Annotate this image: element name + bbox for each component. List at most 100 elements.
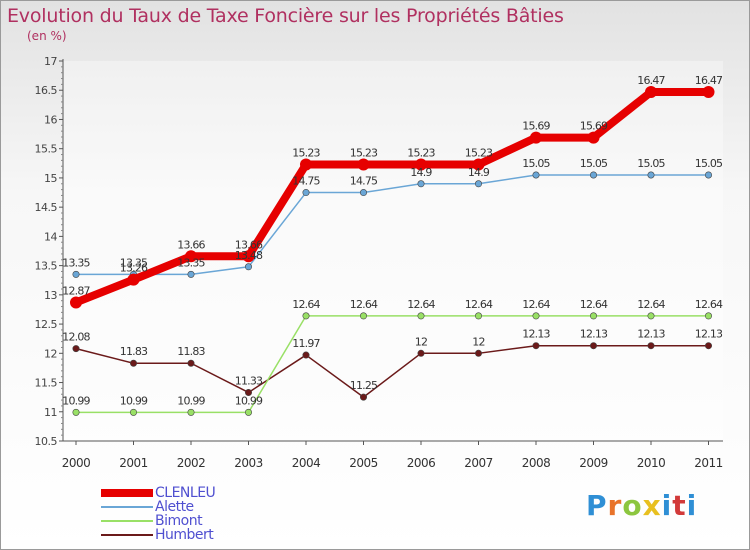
y-tick-label: 16.5: [35, 84, 58, 97]
data-label-clenleu: 12.87: [62, 284, 90, 297]
data-label-humbert: 12: [415, 335, 427, 348]
data-label-clenleu: 13.66: [177, 238, 205, 251]
data-label-humbert: 11.33: [235, 374, 263, 387]
data-point-alette: [417, 180, 425, 188]
data-point-bimont: [302, 312, 310, 320]
data-label-alette: 15.05: [637, 157, 665, 170]
legend-swatch: [101, 534, 153, 536]
logo-letter: x: [642, 489, 662, 522]
data-label-humbert: 11.25: [350, 379, 378, 392]
logo-letter: P: [586, 489, 608, 522]
data-label-humbert: 11.83: [177, 345, 205, 358]
data-point-alette: [72, 270, 80, 278]
data-point-alette: [474, 180, 482, 188]
data-label-humbert: 12: [472, 335, 484, 348]
x-tick-label: 2007: [464, 456, 493, 470]
x-tick-label: 2000: [62, 456, 91, 470]
data-point-alette: [532, 171, 540, 179]
data-point-bimont: [417, 312, 425, 320]
logo-letter: i: [661, 489, 673, 522]
x-tick-label: 2009: [579, 456, 608, 470]
data-label-alette: 13.35: [177, 256, 205, 269]
data-label-humbert: 12.13: [580, 328, 608, 341]
logo-letter: i: [686, 489, 698, 522]
y-tick-label: 10.5: [35, 435, 58, 448]
x-tick-label: 2002: [177, 456, 206, 470]
data-label-clenleu: 16.47: [695, 74, 723, 87]
data-label-clenleu: 15.69: [580, 120, 608, 133]
data-label-humbert: 11.83: [120, 345, 148, 358]
data-point-bimont: [72, 408, 80, 416]
data-point-alette: [589, 171, 597, 179]
logo-letter: o: [622, 489, 643, 522]
data-label-alette: 14.9: [410, 166, 432, 179]
data-point-bimont: [704, 312, 712, 320]
data-label-bimont: 12.64: [522, 298, 550, 311]
data-label-humbert: 12.08: [62, 331, 90, 344]
data-label-bimont: 12.64: [407, 298, 435, 311]
data-label-bimont: 12.64: [695, 298, 723, 311]
data-point-alette: [704, 171, 712, 179]
data-label-bimont: 10.99: [120, 394, 148, 407]
legend-item-humbert: Humbert: [101, 527, 321, 543]
data-point-clenleu: [702, 85, 715, 98]
y-tick-label: 17: [44, 55, 57, 68]
data-label-clenleu: 15.23: [465, 146, 493, 159]
data-point-clenleu: [70, 296, 82, 309]
legend-swatch: [101, 520, 153, 522]
proxiti-logo: Proxiti: [586, 489, 697, 522]
logo-letter: t: [672, 489, 687, 522]
y-tick-label: 11: [44, 406, 57, 419]
data-point-clenleu: [472, 158, 485, 171]
data-point-humbert: [532, 342, 540, 350]
x-tick-label: 2004: [292, 456, 321, 470]
data-point-alette: [245, 263, 253, 271]
legend-swatch: [101, 489, 153, 497]
data-point-humbert: [72, 345, 80, 353]
data-point-bimont: [474, 312, 482, 320]
data-point-alette: [647, 171, 655, 179]
data-label-bimont: 12.64: [465, 298, 493, 311]
legend: CLENLEU Alette Bimont Humbert: [101, 485, 321, 543]
x-tick-label: 2006: [407, 456, 436, 470]
legend-label: Humbert: [155, 527, 214, 543]
x-tick-label: 2008: [522, 456, 551, 470]
data-point-bimont: [245, 408, 253, 416]
y-axis-unit: (en %): [27, 29, 67, 43]
data-point-humbert: [647, 342, 655, 350]
data-label-alette: 15.05: [522, 157, 550, 170]
legend-item-clenleu: CLENLEU: [101, 485, 321, 501]
legend-swatch: [101, 506, 153, 508]
data-point-clenleu: [185, 250, 197, 263]
data-label-clenleu: 13.66: [235, 238, 263, 251]
x-tick-label: 2010: [637, 456, 666, 470]
y-tick-label: 13: [44, 289, 57, 302]
data-point-humbert: [589, 342, 597, 350]
data-label-clenleu: 15.69: [522, 120, 550, 133]
data-label-bimont: 10.99: [235, 394, 263, 407]
data-label-bimont: 12.64: [292, 298, 320, 311]
data-point-humbert: [474, 349, 482, 357]
legend-item-bimont: Bimont: [101, 513, 321, 529]
data-point-bimont: [187, 408, 195, 416]
data-label-bimont: 10.99: [177, 394, 205, 407]
data-label-humbert: 11.97: [292, 337, 320, 350]
data-point-clenleu: [587, 131, 600, 144]
y-tick-label: 14.5: [35, 201, 58, 214]
x-tick-label: 2011: [694, 456, 723, 470]
data-point-clenleu: [357, 158, 370, 171]
data-label-bimont: 12.64: [637, 298, 665, 311]
data-label-clenleu: 16.47: [637, 74, 665, 87]
data-point-clenleu: [127, 273, 140, 286]
series-line-alette: [75, 174, 710, 276]
y-tick-label: 16: [44, 113, 57, 126]
data-point-humbert: [359, 393, 367, 401]
data-point-bimont: [647, 312, 655, 320]
chart-title: Evolution du Taux de Taxe Foncière sur l…: [7, 5, 564, 27]
legend-label: Bimont: [155, 513, 203, 529]
data-point-humbert: [130, 359, 138, 367]
data-point-humbert: [417, 349, 425, 357]
y-tick-label: 12: [44, 347, 57, 360]
